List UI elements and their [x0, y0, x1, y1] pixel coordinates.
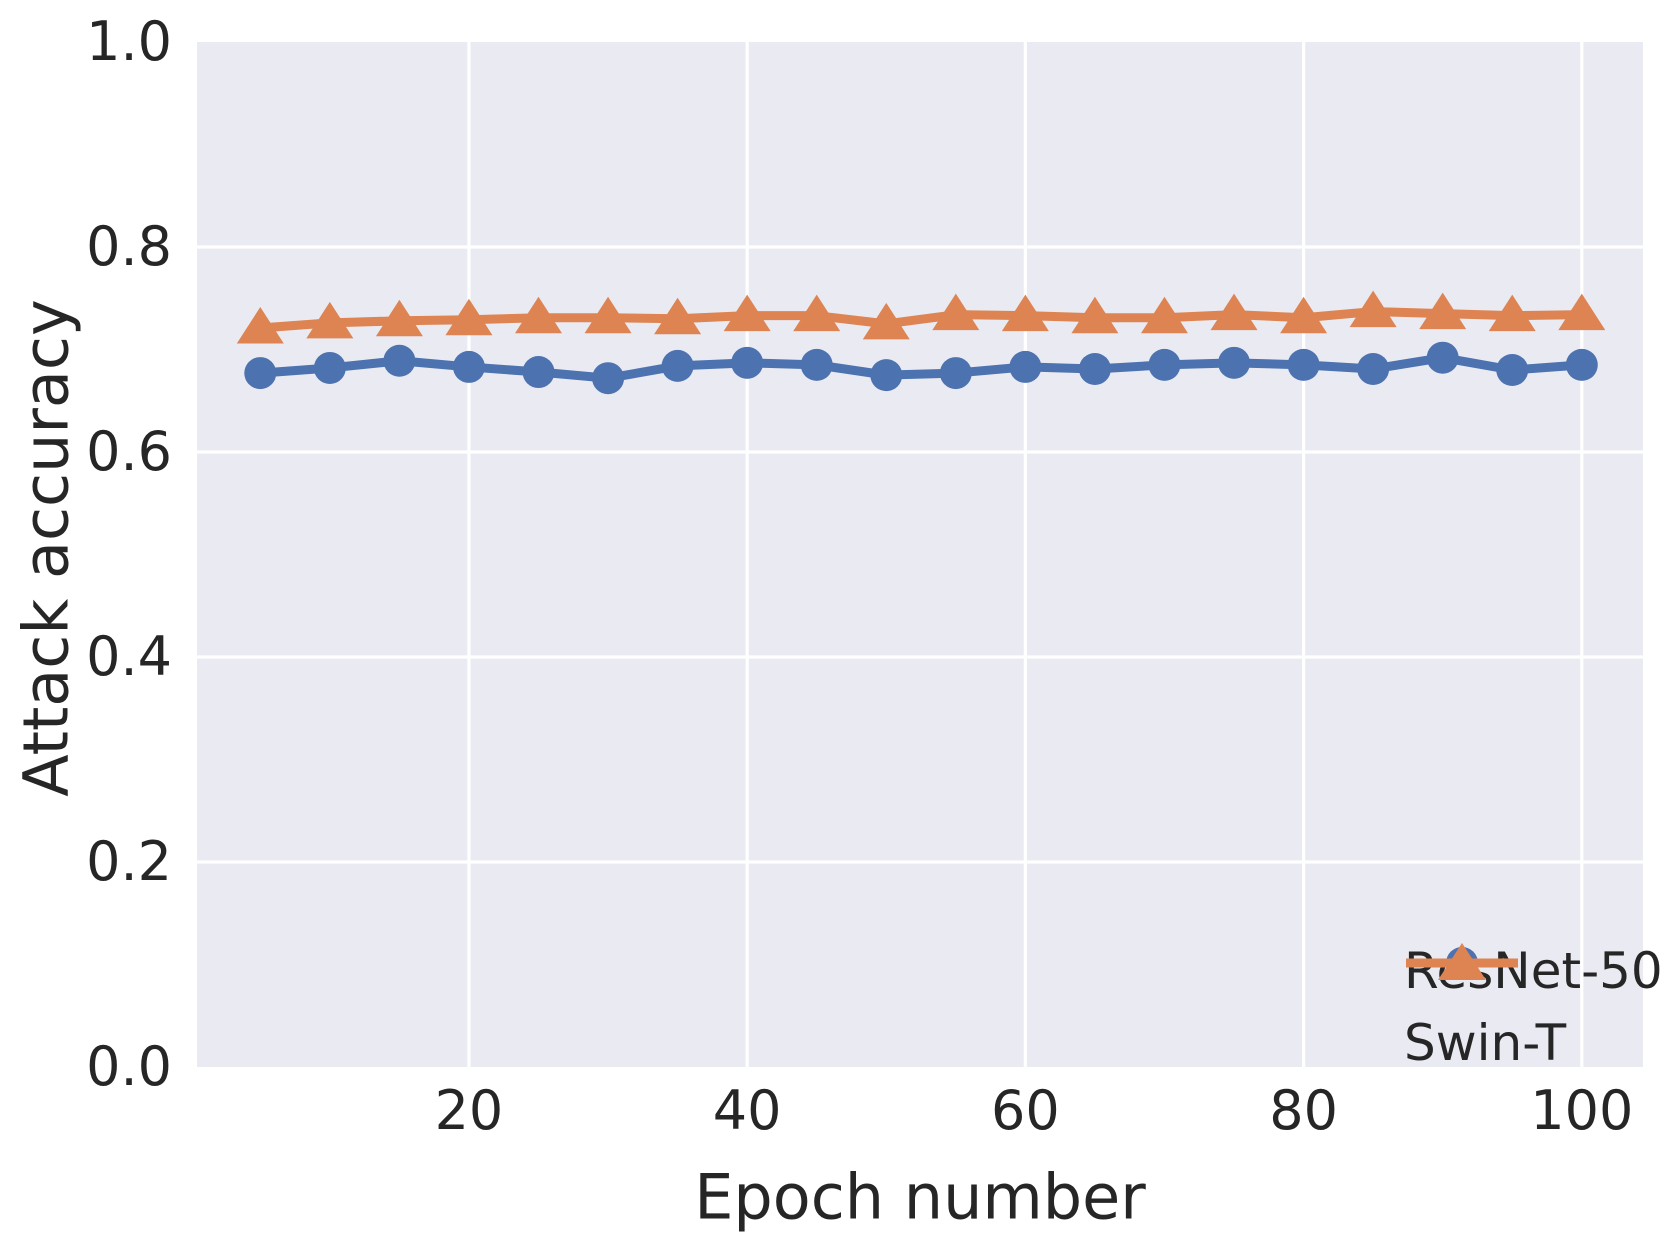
legend-item-swint: Swin-T — [1404, 943, 1663, 1079]
data-point-marker — [452, 350, 485, 383]
data-point-marker — [793, 294, 841, 332]
data-point-marker — [1488, 294, 1536, 332]
data-point-marker — [1071, 296, 1119, 334]
data-point-marker — [1218, 346, 1251, 379]
data-point-marker — [236, 306, 284, 344]
legend: ResNet-50 Swin-T — [1404, 935, 1663, 1079]
data-point-marker — [375, 299, 423, 337]
x-tick-label: 80 — [1269, 1079, 1338, 1142]
data-point-marker — [515, 296, 563, 334]
y-tick-label: 1.0 — [86, 10, 172, 73]
data-point-marker — [445, 298, 493, 336]
data-point-marker — [592, 362, 625, 395]
data-point-marker — [661, 349, 694, 382]
data-point-marker — [306, 301, 354, 339]
data-point-marker — [1210, 293, 1258, 331]
data-point-marker — [1001, 294, 1049, 332]
y-tick-label: 0.6 — [86, 420, 172, 483]
data-point-marker — [584, 296, 632, 334]
x-tick-label: 40 — [712, 1079, 782, 1142]
data-point-marker — [244, 357, 277, 390]
data-point-marker — [870, 359, 903, 392]
data-point-marker — [1419, 292, 1467, 330]
x-axis-label: Epoch number — [694, 1160, 1146, 1234]
data-point-marker — [522, 356, 555, 389]
swint-line-marker-icon — [1406, 943, 1518, 980]
data-point-marker — [1565, 348, 1598, 381]
data-point-marker — [1349, 290, 1397, 328]
plot-area: ResNet-50 Swin-T — [197, 42, 1663, 1072]
chart-svg — [197, 42, 1643, 1067]
data-point-marker — [862, 302, 910, 340]
data-point-marker — [800, 348, 833, 381]
y-tick-label: 0.0 — [86, 1035, 172, 1098]
y-tick-label: 0.8 — [86, 215, 172, 278]
data-point-marker — [1009, 350, 1042, 383]
x-tick-label: 100 — [1530, 1079, 1634, 1142]
x-tick-label: 20 — [434, 1079, 504, 1142]
data-point-marker — [313, 351, 346, 384]
data-point-marker — [939, 357, 972, 390]
data-point-marker — [654, 297, 702, 335]
data-point-marker — [1426, 341, 1459, 374]
x-tick-label: 60 — [991, 1079, 1060, 1142]
data-point-marker — [932, 293, 980, 331]
data-point-marker — [1078, 352, 1111, 385]
data-point-marker — [1496, 354, 1529, 386]
data-point-marker — [383, 344, 416, 377]
data-point-marker — [1558, 293, 1606, 331]
y-tick-label: 0.2 — [86, 830, 172, 893]
y-axis-label: Attack accuracy — [9, 299, 83, 797]
y-tick-label: 0.4 — [86, 625, 172, 688]
data-point-marker — [1357, 352, 1390, 385]
data-point-marker — [723, 294, 771, 332]
data-point-marker — [1280, 296, 1328, 334]
data-point-marker — [731, 346, 764, 379]
data-point-marker — [1287, 348, 1320, 381]
data-point-marker — [1148, 348, 1181, 381]
legend-label-swint: Swin-T — [1404, 1014, 1567, 1072]
data-point-marker — [1140, 296, 1188, 334]
